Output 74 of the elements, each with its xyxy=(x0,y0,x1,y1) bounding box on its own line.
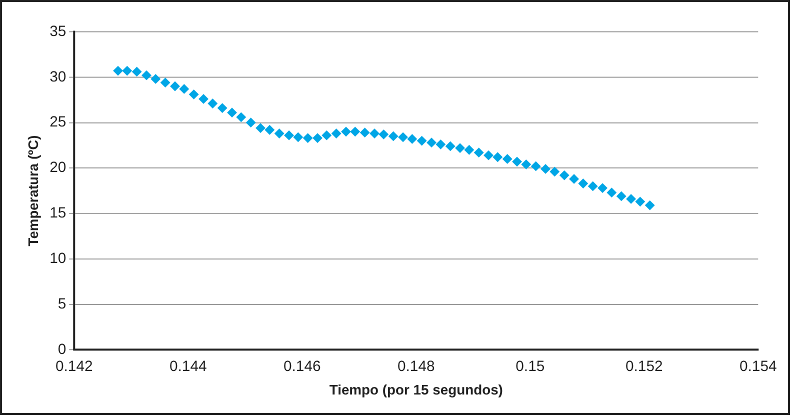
x-tick-label: 0.146 xyxy=(283,358,321,375)
point xyxy=(540,164,551,174)
point xyxy=(160,78,170,88)
point xyxy=(188,89,199,100)
point xyxy=(312,133,322,143)
point xyxy=(264,124,275,135)
y-tick-label: 35 xyxy=(50,24,66,40)
point xyxy=(331,128,342,138)
x-tick-label: 0.15 xyxy=(516,358,545,375)
y-tick-label: 5 xyxy=(58,296,66,312)
y-tick-label: 15 xyxy=(50,206,66,222)
point xyxy=(474,148,484,158)
point xyxy=(626,194,636,204)
point xyxy=(398,132,408,142)
point xyxy=(598,183,608,193)
point xyxy=(274,128,284,138)
point xyxy=(407,134,418,144)
point xyxy=(217,103,228,114)
point xyxy=(484,150,494,160)
point xyxy=(569,174,580,184)
point xyxy=(142,70,152,80)
point xyxy=(370,128,380,138)
y-tick-label: 30 xyxy=(50,69,66,86)
y-tick-label: 10 xyxy=(50,251,66,268)
point xyxy=(293,132,304,142)
point xyxy=(113,66,123,76)
x-axis-title: Tiempo (por 15 segundos) xyxy=(329,382,503,398)
point xyxy=(246,118,256,128)
point xyxy=(198,94,208,104)
point xyxy=(588,181,598,192)
point xyxy=(322,130,332,140)
point xyxy=(132,66,142,77)
point xyxy=(236,112,246,122)
point xyxy=(464,144,474,155)
point xyxy=(122,66,132,76)
point xyxy=(436,139,446,150)
point xyxy=(256,123,266,134)
point xyxy=(578,178,588,188)
x-tick-label: 0.148 xyxy=(397,358,435,375)
point xyxy=(455,143,465,153)
x-tick-label: 0.144 xyxy=(169,358,207,375)
point xyxy=(284,130,294,140)
point xyxy=(378,129,389,140)
y-tick-label: 25 xyxy=(50,114,66,131)
point xyxy=(341,126,351,137)
point xyxy=(559,170,570,180)
x-tick-label: 0.154 xyxy=(739,358,777,375)
point xyxy=(550,166,560,177)
y-axis-title: Temperatura (ºC) xyxy=(25,135,42,246)
x-tick-label: 0.152 xyxy=(625,358,663,375)
point xyxy=(502,154,512,164)
point xyxy=(170,81,180,92)
point xyxy=(150,74,161,84)
point xyxy=(492,152,503,162)
point xyxy=(512,156,522,167)
point xyxy=(302,133,313,143)
point xyxy=(445,141,456,152)
y-tick-label: 0 xyxy=(58,342,66,358)
point xyxy=(530,161,541,172)
point xyxy=(521,159,532,170)
point xyxy=(426,138,436,148)
y-tick-label: 20 xyxy=(50,160,66,176)
point xyxy=(416,136,427,146)
point xyxy=(179,84,190,94)
point xyxy=(227,108,237,118)
point xyxy=(606,188,617,198)
point xyxy=(388,131,398,142)
point xyxy=(635,196,646,207)
point xyxy=(360,128,370,138)
point xyxy=(644,200,655,210)
point xyxy=(350,126,360,137)
x-tick-label: 0.142 xyxy=(55,358,93,375)
point xyxy=(208,98,218,108)
point xyxy=(616,191,626,202)
